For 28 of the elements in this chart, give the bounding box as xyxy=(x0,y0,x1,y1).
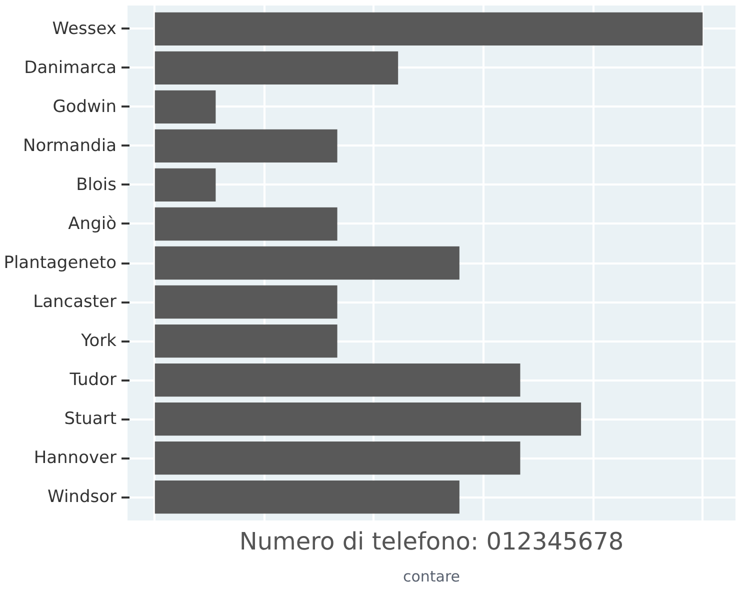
bar xyxy=(154,441,520,475)
bar xyxy=(154,168,216,202)
y-tick-label: Blois xyxy=(76,174,117,195)
bar xyxy=(154,12,703,46)
bar xyxy=(154,207,338,241)
y-tick-label: Angiò xyxy=(68,214,117,234)
bar xyxy=(154,285,338,319)
bar xyxy=(154,480,460,514)
y-tick-label: Wessex xyxy=(52,18,117,39)
bar xyxy=(154,90,216,124)
y-tick-label: Tudor xyxy=(68,370,117,390)
y-tick-label: Danimarca xyxy=(24,58,117,78)
bar xyxy=(154,402,582,436)
bar xyxy=(154,363,520,397)
y-tick-label: Stuart xyxy=(64,409,117,430)
bar xyxy=(154,324,338,358)
y-tick-label: Normandia xyxy=(23,136,117,156)
x-axis-title: contare xyxy=(402,568,460,586)
y-tick-label: Hannover xyxy=(34,448,117,468)
bar xyxy=(154,246,460,280)
bar xyxy=(154,129,338,163)
y-tick-label: Godwin xyxy=(52,96,117,117)
bar xyxy=(154,51,398,85)
y-tick-label: Plantageneto xyxy=(4,253,117,273)
y-tick-label: Lancaster xyxy=(33,292,117,312)
y-tick-label: Windsor xyxy=(48,487,117,508)
text: Numero di telefono: 012345678 xyxy=(239,528,624,556)
y-tick-label: York xyxy=(80,331,117,352)
